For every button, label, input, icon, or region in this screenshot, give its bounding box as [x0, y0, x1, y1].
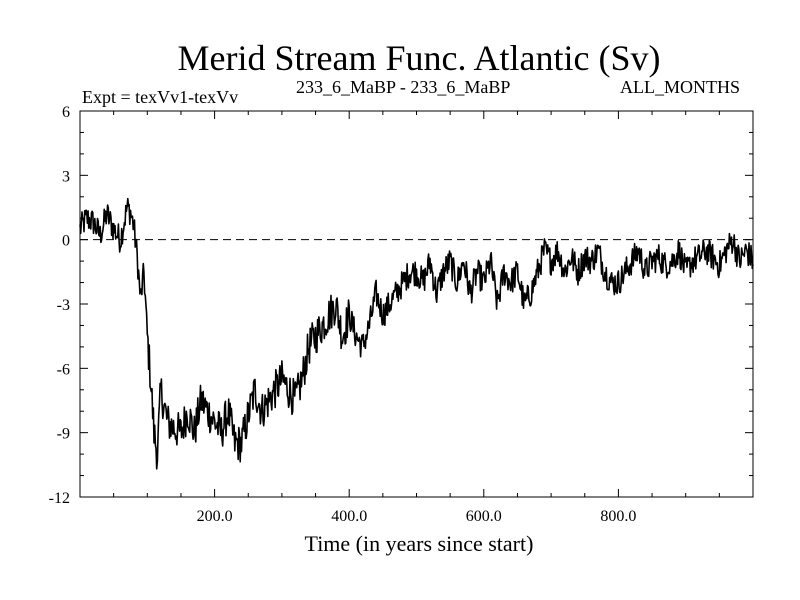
- x-axis-label: Time (in years since start): [304, 531, 534, 556]
- series-line: [79, 197, 754, 470]
- plot-frame: [79, 110, 754, 498]
- y-tick-label: -3: [57, 297, 70, 314]
- y-tick-label: -12: [49, 490, 70, 507]
- x-tick-label: 600.0: [466, 508, 502, 525]
- months-label: ALL_MONTHS: [620, 77, 740, 97]
- y-tick-label: 0: [62, 233, 70, 250]
- period-label: 233_6_MaBP - 233_6_MaBP: [296, 77, 511, 97]
- experiment-label: Expt = texVv1-texVv: [82, 87, 239, 107]
- x-tick-label: 400.0: [331, 508, 367, 525]
- y-tick-label: -9: [57, 426, 70, 443]
- x-tick-label: 800.0: [600, 508, 636, 525]
- y-tick-label: 6: [62, 104, 70, 121]
- y-tick-label: 3: [62, 168, 70, 185]
- y-tick-label: -6: [57, 361, 70, 378]
- x-tick-label: 200.0: [197, 508, 233, 525]
- chart-title: Merid Stream Func. Atlantic (Sv): [177, 38, 661, 78]
